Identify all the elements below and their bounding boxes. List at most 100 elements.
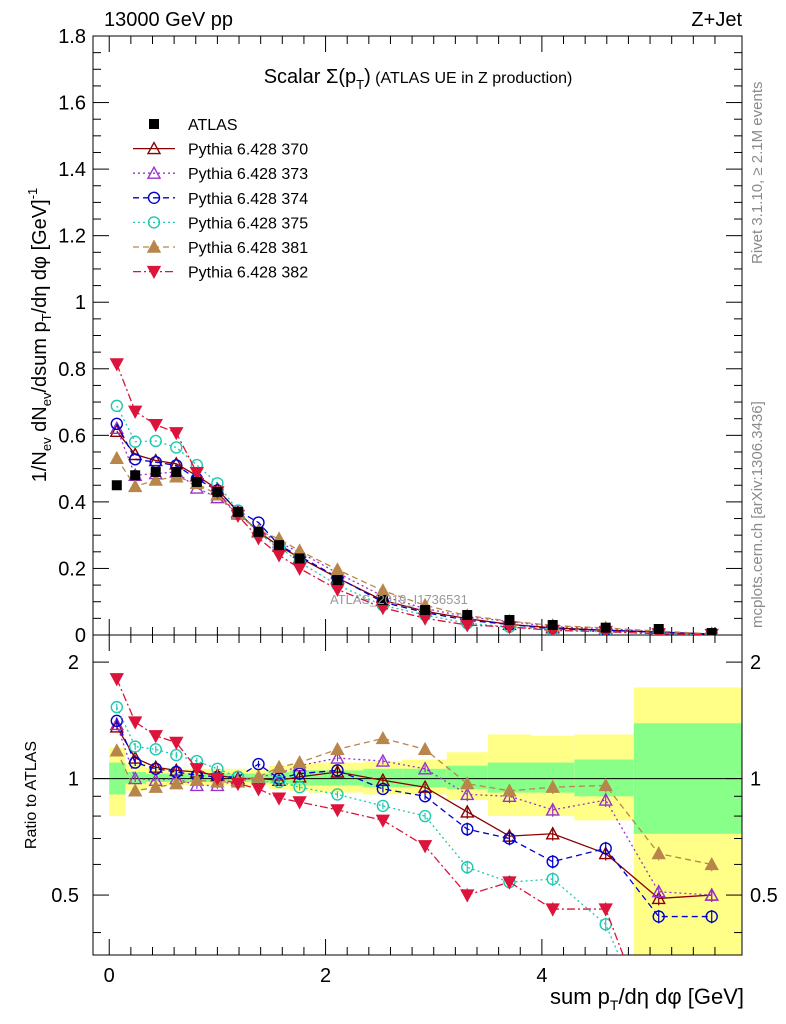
ratio-point: [331, 764, 344, 777]
main-point: [149, 434, 162, 448]
ratio-point: [331, 788, 344, 801]
atlas-point: [111, 480, 122, 491]
ratio-point: [599, 842, 612, 855]
axis-ticks: 0 0.2 0.4 0.6 0.8 1 1.2 1.4 1.6 1.8 0 2 4 0.5 0.5 1 1 2 2: [51, 26, 778, 987]
atlas-point: [150, 466, 161, 477]
legend-label: Pythia 6.428 373: [188, 166, 308, 183]
ratio-point: [598, 777, 613, 792]
ratio-point: [546, 855, 559, 868]
ratio-point: [109, 743, 124, 757]
ratio-point: [169, 776, 184, 790]
ratio-tick-label: 2: [68, 652, 79, 674]
ratio-point: [128, 716, 143, 730]
ratio-point: [545, 826, 560, 840]
legend-marker: [146, 141, 162, 155]
main-point: [110, 399, 123, 413]
atlas-point: [547, 620, 558, 631]
legend-item-3: Pythia 6.428 374: [133, 191, 308, 208]
legend-item-0: ATLAS: [149, 117, 238, 134]
legend-item-6: Pythia 6.428 382: [133, 265, 308, 282]
ratio-point: [598, 792, 613, 806]
ratio-point: [189, 772, 205, 786]
legend-item-4: Pythia 6.428 375: [133, 215, 308, 232]
legend-marker: [146, 239, 162, 253]
ratio-series-line: [116, 678, 624, 955]
atlas-point: [420, 605, 431, 616]
y-tick-label: 1.6: [58, 93, 86, 115]
ratio-point: [375, 814, 391, 828]
main-series-line: [116, 457, 712, 635]
main-point: [128, 478, 143, 493]
ratio-point: [128, 740, 142, 753]
ratio-point: [376, 799, 390, 813]
y-tick-label: 0: [75, 625, 86, 647]
ratio-point: [418, 809, 432, 823]
y-tick-label: 1.8: [58, 26, 86, 48]
legend-label: Pythia 6.428 374: [188, 191, 308, 208]
ratio-point: [460, 804, 475, 818]
atlas-point: [212, 486, 223, 497]
ratio-point: [461, 861, 474, 874]
ratio-point: [417, 779, 433, 793]
x-axis-label: sum pT/dη dφ [GeV]: [550, 984, 744, 1013]
ratio-point: [705, 910, 718, 923]
ratio-y-axis-label: Ratio to ATLAS: [23, 741, 40, 849]
main-point: [292, 562, 307, 576]
y-tick-label: 1.2: [58, 226, 86, 248]
ratio-point: [148, 730, 163, 744]
y-tick-label: 1.4: [58, 159, 86, 181]
ratio-point: [376, 782, 390, 796]
main-point: [128, 405, 143, 419]
legend-marker: [147, 191, 161, 205]
legend-marker: [149, 119, 159, 129]
legend-marker: [146, 165, 162, 179]
ratio-series-4: [109, 730, 719, 872]
atlas-point: [653, 624, 664, 635]
x-tick-label: 0: [104, 965, 115, 987]
ratio-point: [704, 887, 719, 901]
atlas-point: [377, 595, 388, 606]
legend-marker: [146, 265, 162, 280]
ratio-point: [189, 763, 205, 777]
ratio-point: [460, 889, 475, 903]
ratio-point: [417, 761, 433, 775]
ratio-point: [148, 759, 163, 773]
ratio-point: [210, 772, 225, 787]
ratio-point: [651, 890, 666, 905]
ratio-point: [128, 783, 143, 797]
ratio-point: [651, 846, 666, 860]
ratio-point: [330, 741, 345, 756]
main-point: [128, 453, 142, 466]
ratio-point: [149, 762, 162, 775]
ratio-point: [546, 872, 559, 886]
ratio-point: [169, 736, 184, 750]
main-point: [109, 358, 124, 372]
atlas-point: [130, 470, 141, 481]
ratio-point: [293, 781, 306, 794]
ratio-point: [598, 903, 613, 917]
atlas-data-points: [111, 466, 717, 635]
ratio-point: [109, 716, 124, 731]
x-tick-label: 4: [536, 965, 547, 987]
y-tick-label: 0.8: [58, 359, 86, 381]
main-point: [330, 562, 345, 576]
atlas-point: [294, 553, 305, 564]
atlas-point: [600, 622, 611, 633]
x-tick-label: 2: [320, 965, 331, 987]
ratio-point: [375, 753, 391, 767]
ratio-point: [230, 777, 246, 792]
legend-label: Pythia 6.428 382: [188, 265, 308, 282]
energy-label: 13000 GeV pp: [104, 9, 233, 31]
ratio-point: [109, 673, 124, 687]
ratio-point: [545, 903, 560, 917]
ratio-point: [109, 719, 124, 733]
main-point: [109, 450, 124, 464]
y-axis-label: 1/Nev dNev/dsum pT/dη dφ [GeV]-1: [25, 188, 54, 483]
ratio-point: [148, 779, 163, 793]
main-point: [109, 423, 124, 438]
atlas-point: [504, 615, 515, 626]
main-point: [170, 441, 183, 454]
atlas-point: [232, 506, 243, 517]
main-point: [169, 427, 184, 441]
main-point: [110, 417, 123, 431]
